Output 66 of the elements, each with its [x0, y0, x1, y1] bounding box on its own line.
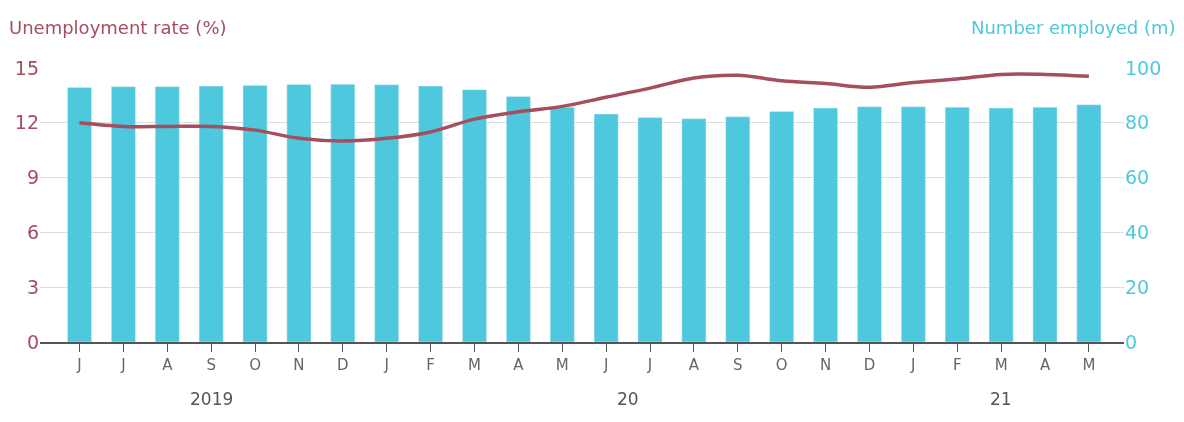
- text: 2019: [190, 389, 234, 409]
- y-tick-label: 9: [26, 166, 39, 189]
- bar: [944, 106, 970, 342]
- y2-tick-label: 40: [1125, 221, 1150, 244]
- y2-tick-label: 60: [1125, 166, 1150, 189]
- bar: [813, 107, 838, 342]
- bar: [374, 84, 400, 342]
- x-tick-label: J: [910, 356, 916, 374]
- x-tick-label: D: [337, 356, 349, 374]
- x-tick-label: J: [76, 356, 82, 374]
- y2-axis-title: Number employed (m): [971, 17, 1176, 38]
- bar: [506, 96, 531, 342]
- x-tick-label: A: [513, 356, 525, 374]
- x-tick-label: D: [863, 356, 876, 374]
- x-tick-label: S: [206, 356, 216, 374]
- y-tick-label: 0: [26, 330, 39, 353]
- x-tick-label: F: [426, 356, 435, 374]
- bar: [418, 85, 443, 342]
- x-tick-label: M: [555, 356, 569, 374]
- bar: [462, 89, 487, 342]
- x-tick-label: N: [819, 356, 832, 374]
- y-axis-title: Unemployment rate (%): [9, 17, 227, 38]
- y2-tick-label: 100: [1125, 56, 1162, 79]
- y2-tick-label: 0: [1125, 330, 1138, 353]
- bar: [901, 106, 926, 342]
- x-tick-label: J: [383, 356, 389, 374]
- x-tick-label: O: [775, 356, 788, 374]
- y-tick-label: 15: [14, 56, 39, 79]
- bar: [286, 84, 312, 342]
- x-tick-label: A: [162, 356, 174, 374]
- text: 21: [990, 389, 1012, 409]
- bar: [988, 107, 1014, 342]
- x-tick-label: A: [688, 356, 700, 374]
- x-tick-label: J: [646, 356, 653, 374]
- x-tick-label: N: [293, 356, 305, 374]
- bar: [198, 85, 224, 342]
- bar: [637, 117, 663, 342]
- line-series: [77, 72, 1091, 143]
- bar: [242, 85, 268, 342]
- text: 20: [617, 389, 639, 409]
- bar: [549, 106, 575, 342]
- x-tick-label: F: [952, 356, 962, 374]
- bar: [1032, 106, 1058, 342]
- x-tick-label: M: [1082, 356, 1096, 374]
- bar: [857, 106, 882, 342]
- bar: [681, 118, 707, 342]
- y2-tick-label: 20: [1125, 275, 1150, 298]
- y2-tick-label: 80: [1125, 111, 1150, 134]
- x-tick-label: M: [468, 356, 481, 374]
- bar: [593, 113, 619, 342]
- bar: [725, 116, 751, 342]
- x-tick-label: S: [733, 356, 743, 374]
- y-tick-label: 12: [14, 111, 39, 134]
- bar: [330, 83, 356, 342]
- x-tick-label: J: [120, 356, 126, 374]
- bar: [1076, 104, 1102, 342]
- x-tick-label: A: [1039, 356, 1051, 374]
- y-tick-label: 3: [26, 275, 39, 298]
- bar: [67, 87, 92, 342]
- x-tick-label: M: [994, 356, 1008, 374]
- bar: [111, 86, 136, 342]
- bar: [154, 86, 180, 342]
- y-tick-label: 6: [26, 221, 39, 244]
- bar: [769, 111, 794, 342]
- x-tick-label: O: [249, 356, 261, 374]
- x-tick-label: J: [602, 356, 609, 374]
